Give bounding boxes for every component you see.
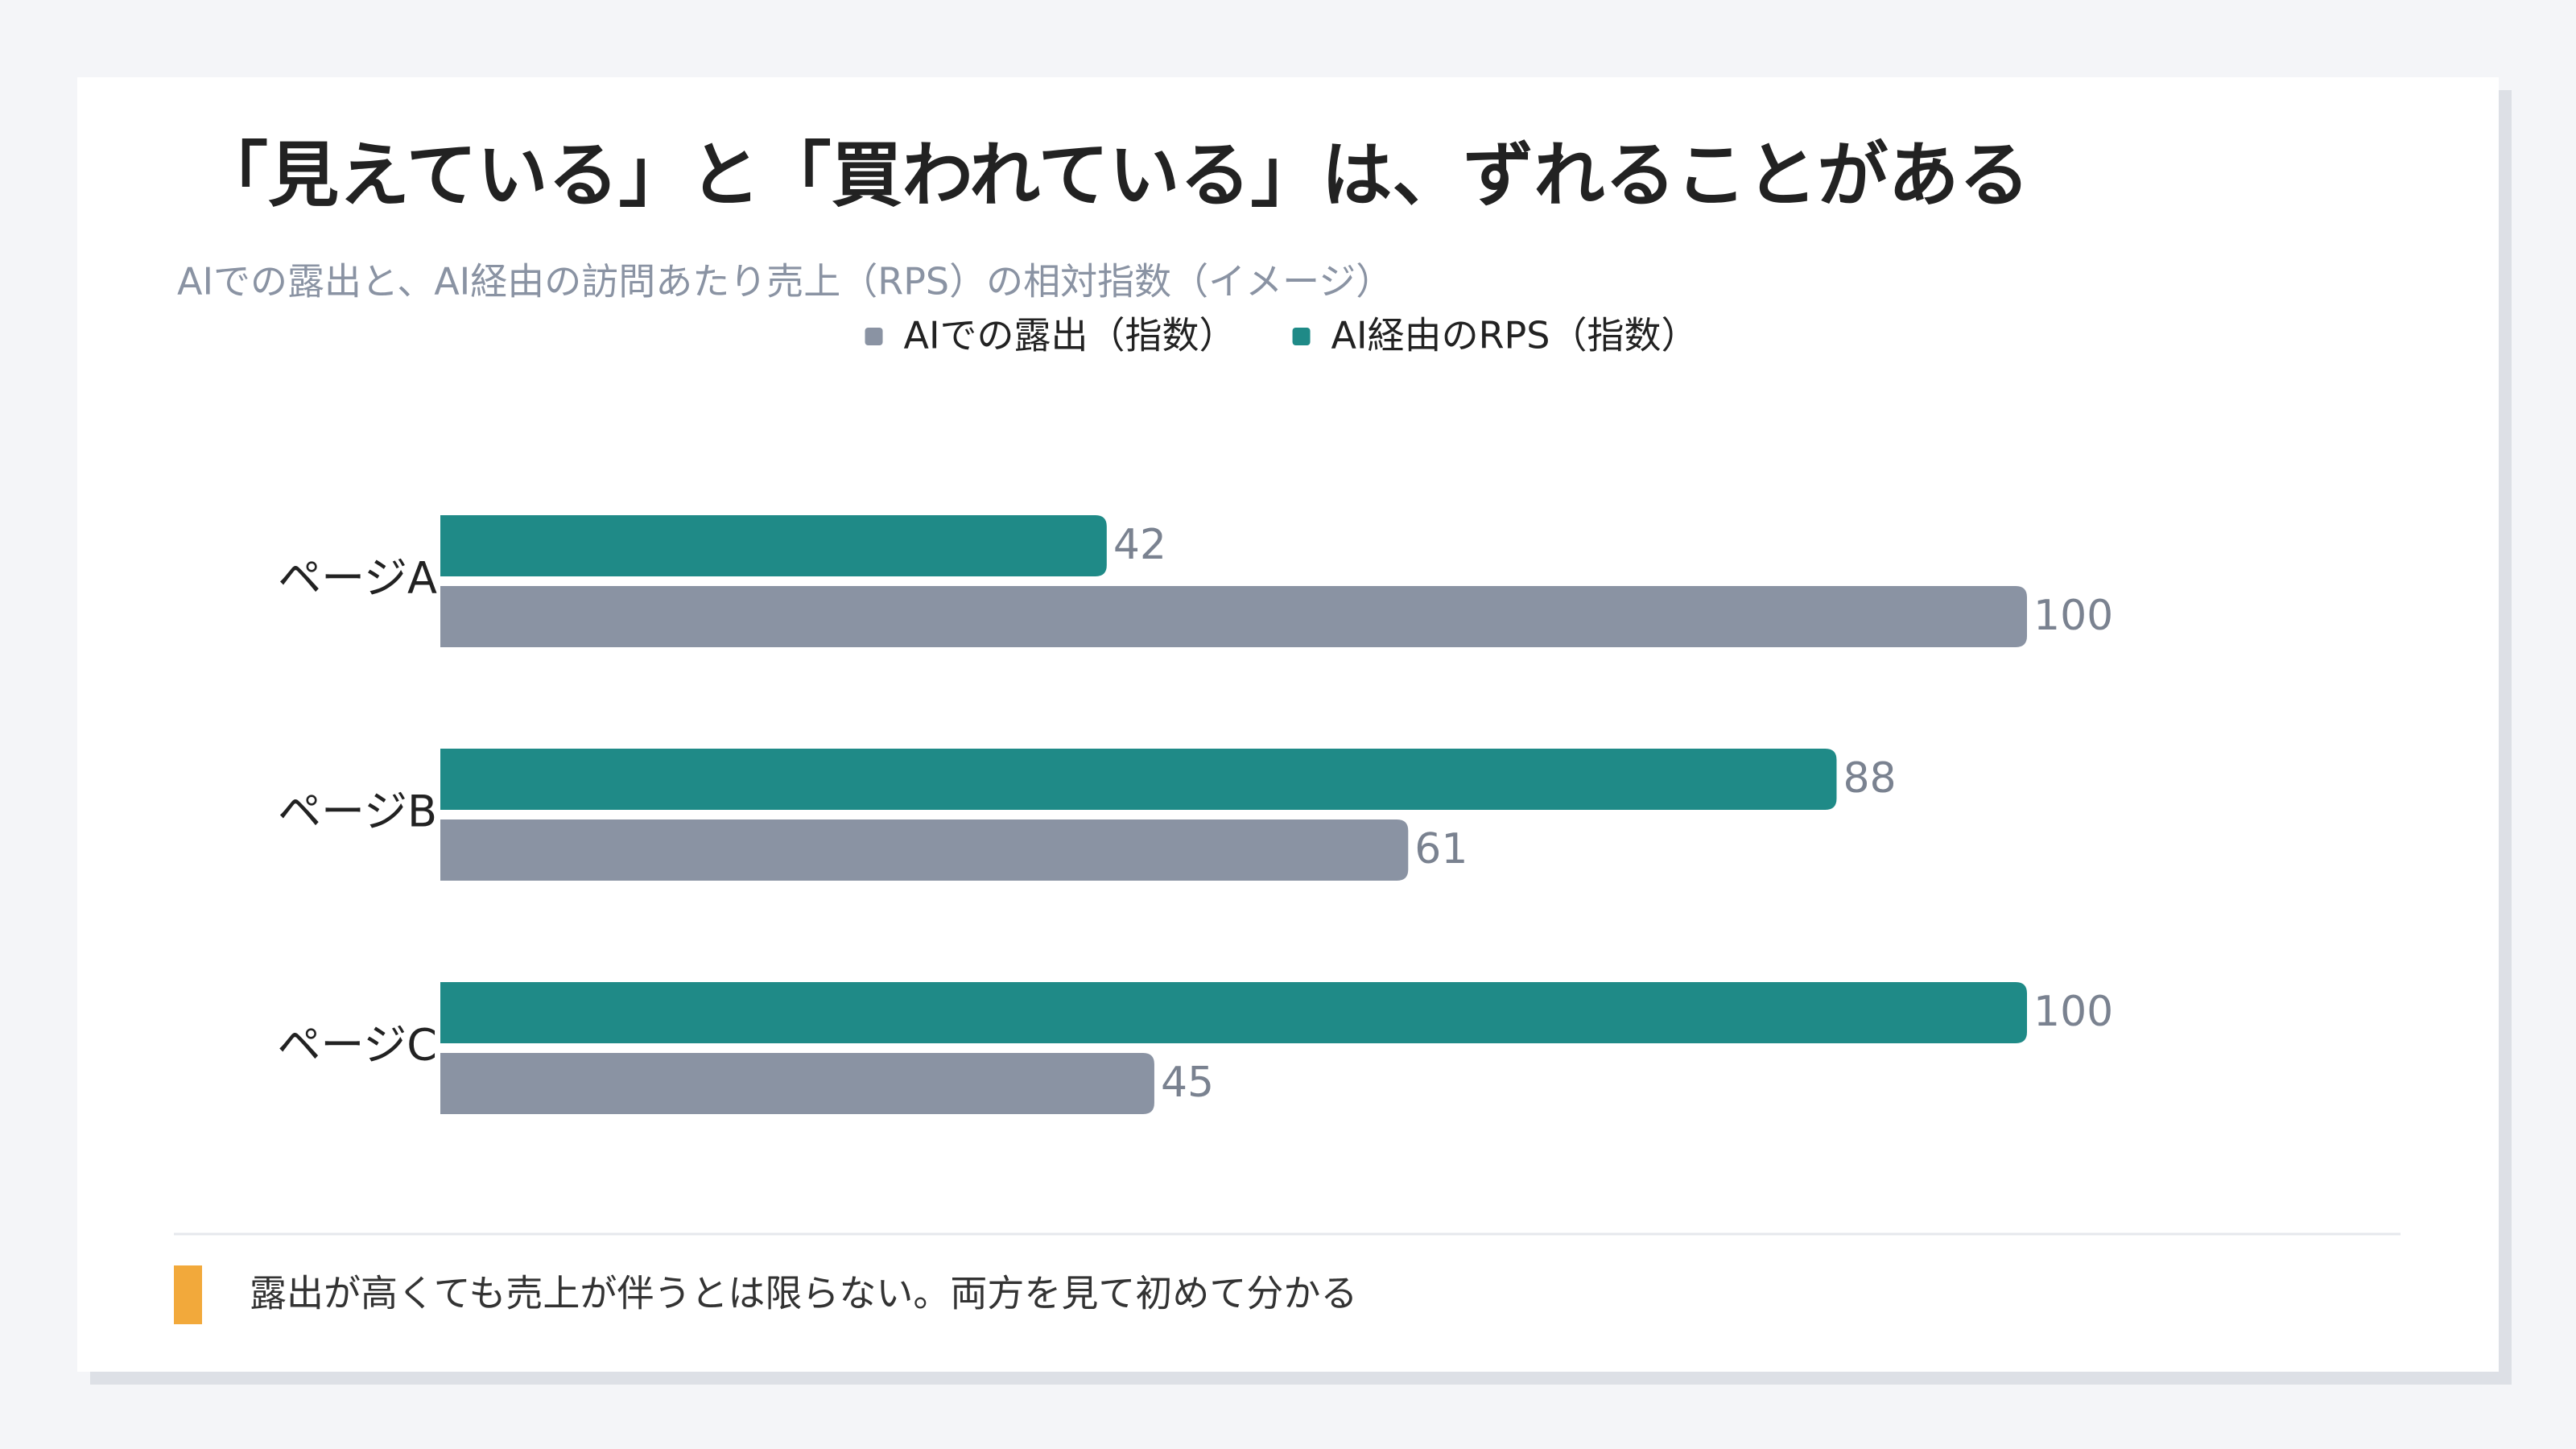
legend-label: AIでの露出（指数） [904,314,1236,357]
legend-item: AI経由のRPS（指数） [1292,314,1699,357]
chart-subtitle: AIでの露出と、AI経由の訪問あたり売上（RPS）の相対指数（イメージ） [177,260,1393,303]
legend-swatch [1292,328,1311,345]
value-label: 100 [2033,988,2113,1036]
bar [440,515,1107,576]
bar [440,749,1837,810]
note-accent [174,1265,202,1324]
bar [440,982,2027,1043]
category-label: ページA [278,553,437,604]
value-label: 45 [1161,1059,1214,1107]
bar [440,819,1409,881]
legend-item: AIでの露出（指数） [865,314,1236,357]
value-label: 42 [1113,521,1166,569]
category-label: ページC [277,1020,437,1071]
legend: AIでの露出（指数） AI経由のRPS（指数） [865,314,1699,357]
card [77,77,2499,1372]
value-label: 100 [2033,592,2113,640]
value-label: 61 [1414,825,1468,873]
bar [440,1053,1154,1114]
bar [440,586,2027,647]
value-label: 88 [1843,754,1896,803]
category-label: ページB [278,786,437,837]
legend-swatch [865,328,883,345]
legend-label: AI経由のRPS（指数） [1331,314,1699,357]
note: 露出が高くても売上が伴うとは限らない。両方を見て初めて分かる [250,1272,1357,1315]
chart-title: 「見えている」と「買われている」は、ずれることがある [197,134,2030,217]
